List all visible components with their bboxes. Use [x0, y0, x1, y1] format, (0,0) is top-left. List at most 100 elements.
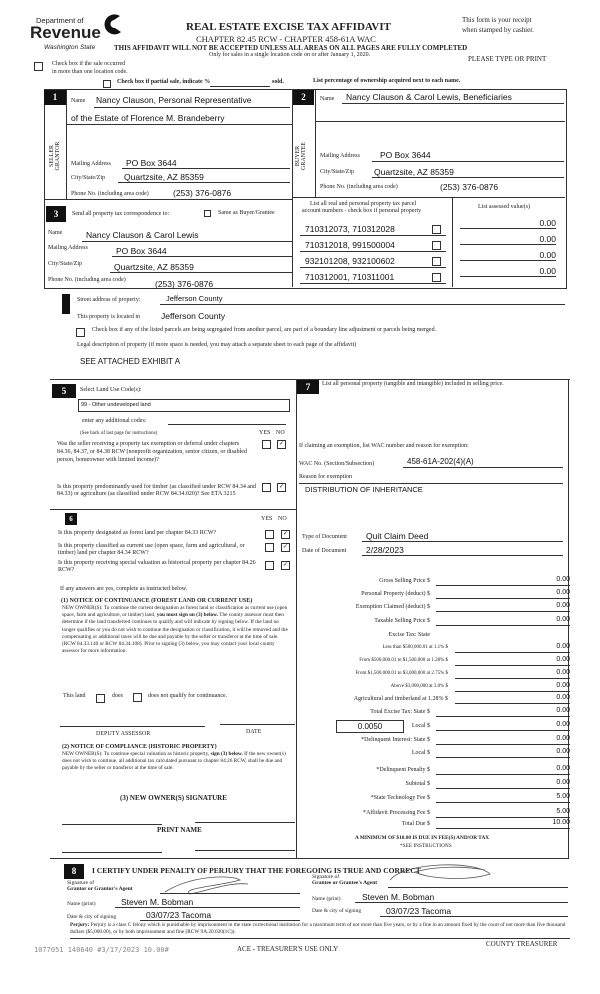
tax-row-label: Gross Selling Price $ — [379, 578, 430, 584]
located-in[interactable]: Jefferson County — [161, 311, 226, 321]
s5-q1-yes[interactable] — [262, 440, 271, 449]
s6-question-1: Is this property designated as forest la… — [58, 530, 217, 536]
grantee-date-label: Date & city of signing — [312, 908, 362, 914]
tax-row-value[interactable]: 0.00 — [556, 576, 570, 583]
personal-property-checkbox[interactable] — [432, 257, 441, 266]
corr-city[interactable]: Quartzsite, AZ 85359 — [114, 262, 194, 272]
logo-revenue: Revenue — [30, 23, 101, 42]
tax-row-value[interactable]: 0.00 — [556, 765, 570, 772]
values-header: List assessed value(s) — [478, 204, 530, 210]
personal-property-checkbox[interactable] — [432, 225, 441, 234]
doc-type[interactable]: Quit Claim Deed — [366, 531, 429, 541]
wac-number[interactable]: 458-61A-202(4)(A) — [407, 457, 474, 466]
s5-q2-no[interactable]: ✓ — [277, 483, 286, 492]
corr-name[interactable]: Nancy Clauson & Carol Lewis — [86, 230, 199, 240]
tax-row-value[interactable]: 0.00 — [556, 748, 570, 755]
new-owner-signature-line-1[interactable] — [62, 824, 162, 825]
tax-row-value[interactable]: 5.00 — [556, 808, 570, 815]
s6-q1-no[interactable]: ✓ — [281, 530, 290, 539]
form-chapter: CHAPTER 82.45 RCW - CHAPTER 458-61A WAC — [196, 34, 376, 44]
segregated-label: Check box if any of the listed parcels a… — [92, 327, 437, 333]
buyer-city[interactable]: Quartzsite, AZ 85359 — [374, 167, 454, 177]
grantor-signature-icon[interactable] — [160, 872, 250, 898]
land-use-code-select[interactable]: 99 - Other undeveloped land — [78, 399, 290, 412]
tax-row-value[interactable]: 0.00 — [556, 643, 570, 650]
print-name-line-1[interactable] — [62, 852, 162, 853]
tax-row-value[interactable]: 10.00 — [552, 819, 570, 826]
seller-city[interactable]: Quartzsite, AZ 85359 — [124, 172, 204, 182]
seller-phone-label: Phone No. (including area code) — [71, 191, 149, 197]
does-not-qualify-checkbox[interactable] — [133, 693, 142, 702]
seller-name-2[interactable]: of the Estate of Florence M. Brandeberry — [71, 113, 225, 123]
tax-row-label: *Delinquent Penalty $ — [376, 767, 430, 773]
tax-row-value[interactable]: 0.00 — [556, 735, 570, 742]
corr-phone[interactable]: (253) 376-0876 — [155, 279, 214, 289]
seller-mail[interactable]: PO Box 3644 — [126, 158, 177, 168]
exemption-reason[interactable]: DISTRIBUTION OF INHERITANCE — [305, 485, 423, 494]
tax-row-value[interactable]: 0.00 — [556, 616, 570, 623]
legal-description[interactable]: SEE ATTACHED EXHIBIT A — [80, 357, 181, 366]
grantor-date[interactable]: 03/07/23 Tacoma — [146, 910, 212, 920]
parcel-account[interactable]: 710312001, 710311001 — [305, 272, 395, 282]
tax-row-value[interactable]: 0.00 — [556, 779, 570, 786]
personal-property-checkbox[interactable] — [432, 241, 441, 250]
partial-sale-checkbox[interactable] — [103, 80, 111, 88]
tax-row-value[interactable]: 0.00 — [556, 694, 570, 701]
buyer-mail[interactable]: PO Box 3644 — [380, 150, 431, 160]
buyer-phone[interactable]: (253) 376-0876 — [440, 182, 499, 192]
tax-row-value[interactable]: 0.00 — [556, 589, 570, 596]
doc-date[interactable]: 2/28/2023 — [366, 545, 404, 555]
tax-row-value[interactable]: 0.00 — [556, 602, 570, 609]
s6-question-2: Is this property classified as current u… — [58, 543, 245, 556]
section-8-number: 8 — [64, 864, 84, 879]
print-name-line-2[interactable] — [195, 850, 295, 851]
type-or-print: PLEASE TYPE OR PRINT — [468, 55, 547, 63]
assessed-value[interactable]: 0.00 — [539, 218, 556, 228]
tax-row-value[interactable]: 0.00 — [556, 682, 570, 689]
tax-row-value[interactable]: 0.00 — [556, 656, 570, 663]
grantee-signature-icon[interactable] — [385, 858, 495, 888]
parcel-account[interactable]: 710312018, 991500004 — [305, 240, 395, 250]
additional-codes-input[interactable] — [168, 424, 286, 425]
tax-row-value[interactable]: 0.00 — [556, 707, 570, 714]
tax-row-value[interactable]: 0.00 — [556, 669, 570, 676]
corr-mail-label: Mailing Address — [48, 245, 88, 251]
s6-q2-no[interactable]: ✓ — [281, 543, 290, 552]
tax-row-value[interactable]: 5.00 — [556, 793, 570, 800]
does-qualify-checkbox[interactable] — [96, 694, 105, 703]
grantee-date[interactable]: 03/07/23 Tacoma — [386, 906, 452, 916]
s5-q2-yes[interactable] — [262, 483, 271, 492]
additional-codes-label: enter any additional codes: — [82, 418, 147, 424]
seller-name[interactable]: Nancy Clauson, Personal Representative — [96, 95, 252, 105]
receipt-line-1: This form is your receipt — [462, 16, 532, 24]
same-as-buyer-checkbox[interactable] — [204, 210, 211, 217]
tax-row-label: Less than $500,000.01 at 1.1% $ — [382, 645, 448, 650]
buyer-name[interactable]: Nancy Clauson & Carol Lewis, Beneficiari… — [346, 92, 512, 102]
new-owner-signature-line-2[interactable] — [195, 822, 295, 823]
doc-date-label: Date of Document — [302, 548, 347, 554]
segregated-checkbox[interactable] — [76, 328, 85, 337]
assessed-value[interactable]: 0.00 — [539, 266, 556, 276]
tax-row-label: Personal Property (deduct) $ — [361, 591, 430, 597]
local-rate-box[interactable]: 0.0050 — [336, 720, 404, 733]
street-address[interactable]: Jefferson County — [166, 294, 223, 303]
parcel-account[interactable]: 710312073, 710312028 — [305, 224, 395, 234]
multi-location-label-1: Check box if the sale occurred — [52, 61, 126, 67]
personal-property-checkbox[interactable] — [432, 273, 441, 282]
assessed-value[interactable]: 0.00 — [539, 250, 556, 260]
buyer-city-label: City/State/Zip — [320, 169, 354, 175]
corr-mail[interactable]: PO Box 3644 — [116, 246, 167, 256]
multi-location-checkbox[interactable] — [34, 62, 43, 71]
tax-row-value[interactable]: 0.00 — [556, 721, 570, 728]
parcel-account[interactable]: 932101208, 932100602 — [305, 256, 395, 266]
assessed-value[interactable]: 0.00 — [539, 234, 556, 244]
s6-q2-yes[interactable] — [265, 543, 274, 552]
s5-q1-no[interactable]: ✓ — [277, 440, 286, 449]
s6-q1-yes[interactable] — [265, 530, 274, 539]
grantor-name[interactable]: Steven M. Bobman — [121, 897, 194, 907]
s6-q3-yes[interactable] — [265, 561, 274, 570]
s6-q3-no[interactable]: ✓ — [281, 561, 290, 570]
seller-phone[interactable]: (253) 376-0876 — [173, 188, 232, 198]
grantee-name[interactable]: Steven M. Bobman — [362, 892, 435, 902]
grantor-name-label: Name (print) — [67, 901, 96, 907]
